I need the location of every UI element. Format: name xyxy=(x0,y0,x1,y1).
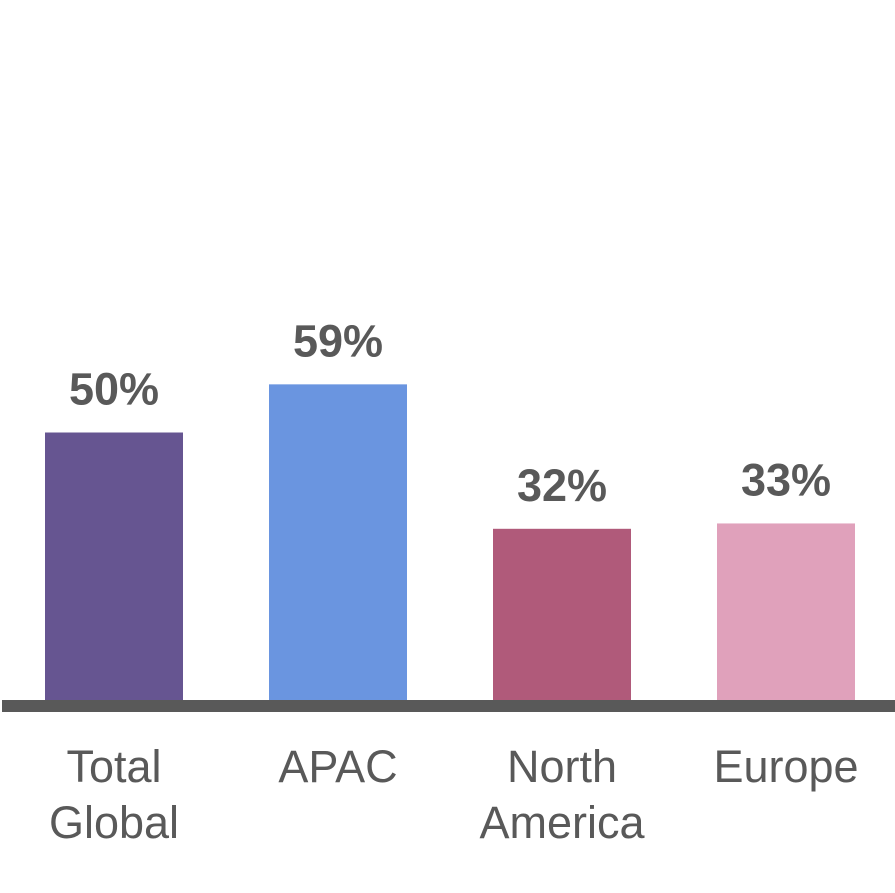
category-label-line: Global xyxy=(49,797,179,848)
bar-0 xyxy=(45,433,183,701)
bars-group xyxy=(45,384,855,700)
category-label-line: Europe xyxy=(713,741,858,792)
value-label-1: 59% xyxy=(293,315,383,366)
value-label-3: 33% xyxy=(741,454,831,505)
category-label-1: APAC xyxy=(278,741,397,792)
category-label-3: Europe xyxy=(713,741,858,792)
category-label-line: APAC xyxy=(278,741,397,792)
category-label-line: North xyxy=(507,741,617,792)
category-label-line: America xyxy=(479,797,645,848)
bar-1 xyxy=(269,384,407,700)
x-axis-line xyxy=(2,700,895,712)
category-label-0: Total Global xyxy=(49,741,179,848)
bar-2 xyxy=(493,529,631,700)
value-label-0: 50% xyxy=(69,364,159,415)
category-label-2: North America xyxy=(479,741,645,848)
value-labels-group: 50% 59% 32% 33% xyxy=(69,315,831,510)
category-labels-group: Total Global APAC North America Europe xyxy=(49,741,859,848)
bar-3 xyxy=(717,523,855,700)
category-label-line: Total xyxy=(66,741,161,792)
value-label-2: 32% xyxy=(517,460,607,511)
